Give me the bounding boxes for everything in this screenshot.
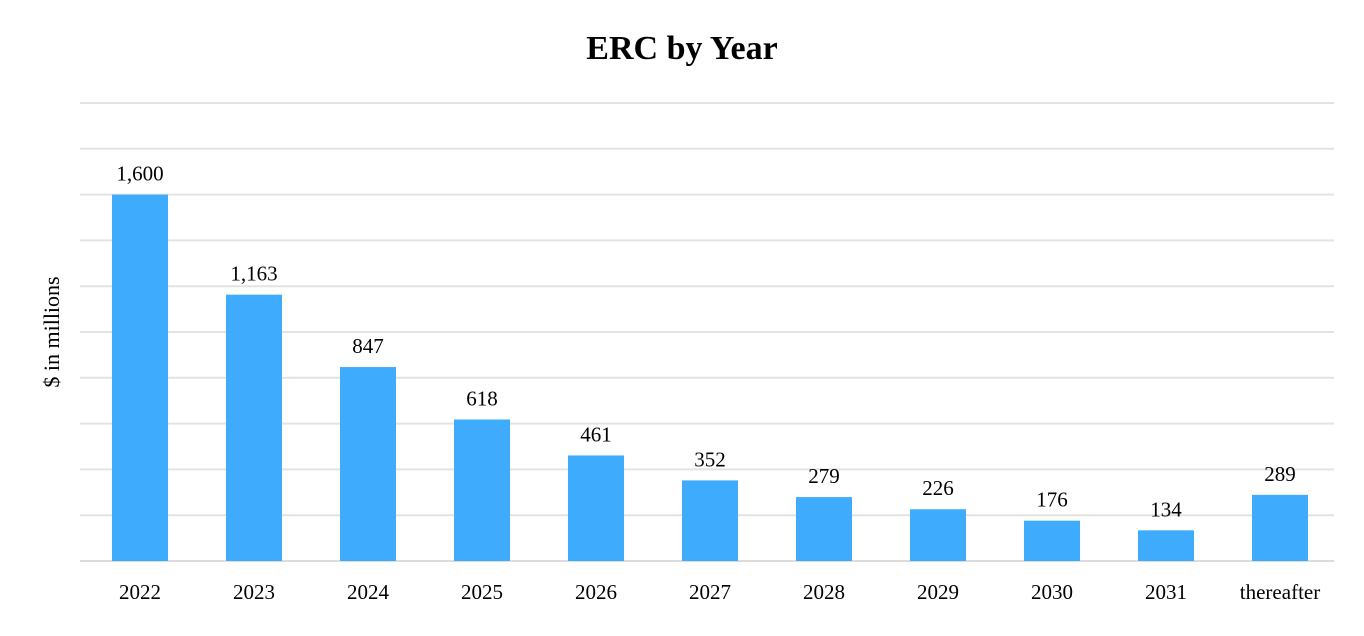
x-tick-label-2024: 2024 <box>347 580 390 604</box>
x-tick-label-2027: 2027 <box>689 580 731 604</box>
x-tick-label-thereafter: thereafter <box>1240 580 1320 604</box>
data-label-2027: 352 <box>694 447 726 471</box>
data-label-2030: 176 <box>1036 488 1068 512</box>
bar-thereafter <box>1252 494 1308 561</box>
data-label-2022: 1,600 <box>116 162 163 186</box>
data-label-2029: 226 <box>922 476 954 500</box>
x-tick-label-2028: 2028 <box>803 580 845 604</box>
bar-2022 <box>112 194 168 561</box>
bar-2025 <box>454 419 510 561</box>
x-tick-label-2026: 2026 <box>575 580 617 604</box>
data-label-2026: 461 <box>580 422 612 446</box>
bars <box>112 194 1308 561</box>
data-label-2024: 847 <box>352 334 384 358</box>
x-axis-tick-labels: 2022 2023 2024 2025 2026 2027 2028 2029 2030 2031… <box>119 580 1320 604</box>
data-labels: 1,600 1,163 847 618 461 352 279 226 176 134 289 <box>116 162 1295 522</box>
bar-2023 <box>226 294 282 561</box>
x-tick-label-2031: 2031 <box>1145 580 1187 604</box>
bar-2029 <box>910 509 966 561</box>
data-label-2025: 618 <box>466 386 498 410</box>
chart-title: ERC by Year <box>586 30 777 67</box>
x-tick-label-2022: 2022 <box>119 580 161 604</box>
bar-2028 <box>796 497 852 561</box>
data-label-2031: 134 <box>1150 497 1182 521</box>
bar-2027 <box>682 480 738 561</box>
bar-2030 <box>1024 520 1080 561</box>
data-label-2023: 1,163 <box>230 262 277 286</box>
gridlines <box>80 102 1334 562</box>
data-label-thereafter: 289 <box>1264 462 1296 486</box>
x-tick-label-2025: 2025 <box>461 580 503 604</box>
bar-2031 <box>1138 530 1194 561</box>
bar-2026 <box>568 455 624 561</box>
x-tick-label-2023: 2023 <box>233 580 275 604</box>
x-tick-label-2029: 2029 <box>917 580 959 604</box>
y-axis-label: $ in millions <box>39 276 64 387</box>
data-label-2028: 279 <box>808 464 840 488</box>
x-tick-label-2030: 2030 <box>1031 580 1073 604</box>
bar-2024 <box>340 367 396 561</box>
